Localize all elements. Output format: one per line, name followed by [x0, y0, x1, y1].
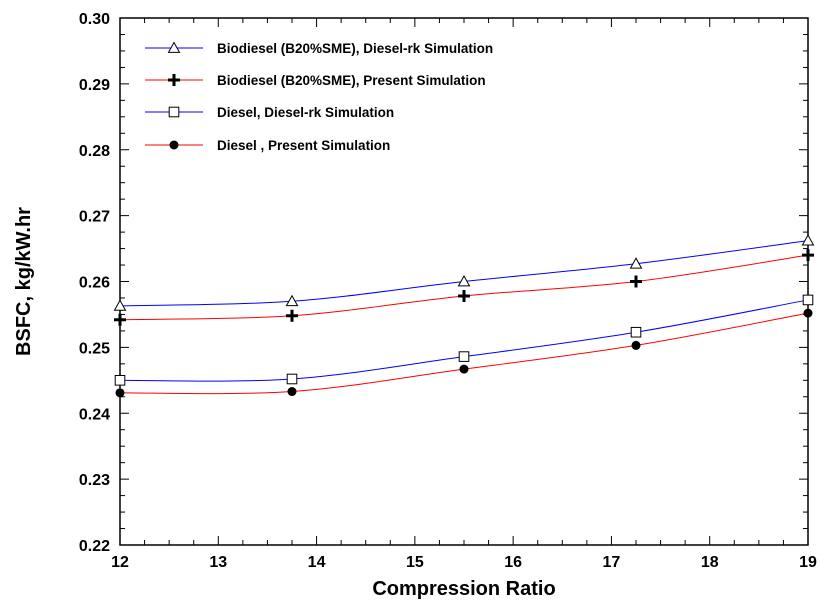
- data-point: [630, 275, 642, 288]
- x-tick-label: 17: [603, 554, 621, 571]
- legend-marker: [168, 74, 180, 86]
- data-point: [286, 373, 298, 385]
- legend-marker: [167, 41, 181, 53]
- legend-item: Diesel, Diesel-rk Simulation: [145, 105, 394, 120]
- data-point: [803, 308, 813, 318]
- x-tick-label: 15: [406, 554, 424, 571]
- series-layer: [113, 234, 815, 398]
- y-tick-label: 0.22: [79, 538, 110, 555]
- data-point: [458, 289, 470, 302]
- series-line: [119, 254, 809, 321]
- x-tick-label: 18: [701, 554, 719, 571]
- series-2: [114, 249, 814, 326]
- data-point: [285, 294, 299, 307]
- data-point: [113, 299, 127, 311]
- y-axis-title: BSFC, kg/kW.hr: [13, 207, 35, 356]
- legend-marker: [168, 106, 180, 118]
- data-point: [801, 234, 815, 246]
- x-tick-label: 14: [308, 554, 326, 571]
- legend-item: Biodiesel (B20%SME), Diesel-rk Simulatio…: [145, 41, 493, 56]
- data-point: [802, 249, 814, 262]
- data-point: [287, 387, 297, 397]
- x-tick-label: 13: [209, 554, 227, 571]
- series-1: [113, 234, 815, 311]
- data-point: [802, 294, 814, 306]
- x-tick-label: 12: [111, 554, 129, 571]
- x-tick-label: 16: [504, 554, 522, 571]
- legend-item: Diesel , Present Simulation: [145, 138, 390, 153]
- x-axis-title: Compression Ratio: [372, 578, 555, 600]
- y-tick-label: 0.29: [79, 77, 110, 94]
- data-point: [286, 309, 298, 322]
- y-tick-label: 0.30: [79, 11, 110, 28]
- y-tick-label: 0.27: [79, 209, 110, 226]
- y-tick-label: 0.25: [79, 340, 110, 357]
- data-point: [457, 274, 471, 287]
- data-point: [115, 388, 125, 398]
- data-point: [629, 257, 643, 269]
- x-tick-label: 19: [799, 554, 817, 571]
- legend-label: Diesel , Present Simulation: [217, 138, 390, 153]
- data-point: [458, 351, 470, 362]
- data-point: [631, 340, 641, 350]
- y-tick-label: 0.23: [79, 472, 110, 489]
- legend-label: Biodiesel (B20%SME), Present Simulation: [217, 73, 486, 88]
- y-tick-label: 0.24: [79, 406, 110, 423]
- y-tick-label: 0.26: [79, 275, 110, 292]
- legend-item: Biodiesel (B20%SME), Present Simulation: [145, 73, 486, 88]
- series-4: [115, 308, 813, 398]
- legend: Biodiesel (B20%SME), Diesel-rk Simulatio…: [145, 41, 493, 153]
- legend-label: Diesel, Diesel-rk Simulation: [217, 105, 394, 120]
- axis-ticks: 12 13 14 15 16 17 18 19 0.22 0.23 0.24 0.25 0.26 0.27…: [79, 11, 817, 571]
- data-point: [630, 326, 642, 338]
- legend-marker: [169, 140, 179, 150]
- legend-label: Biodiesel (B20%SME), Diesel-rk Simulatio…: [217, 41, 493, 56]
- y-tick-label: 0.28: [79, 143, 110, 160]
- series-3: [114, 294, 814, 386]
- data-point: [459, 364, 469, 374]
- data-point: [114, 375, 126, 386]
- data-point: [114, 313, 126, 326]
